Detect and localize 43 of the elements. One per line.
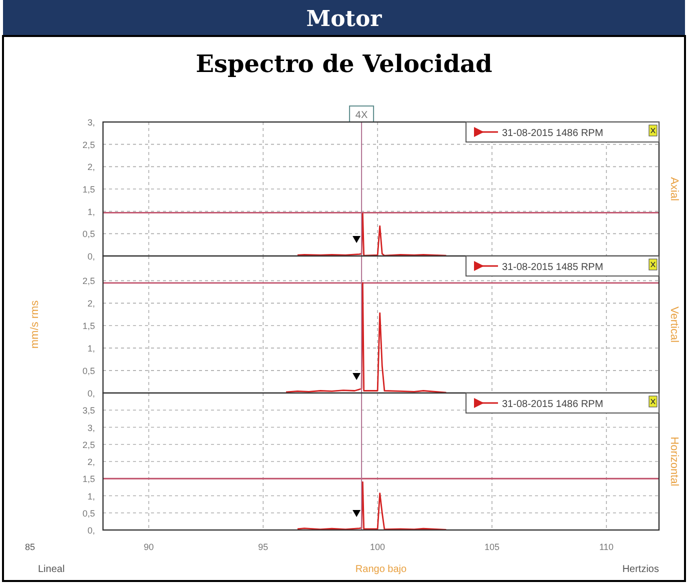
text: 85 [24, 542, 36, 552]
y-tick-label: 2,5 [82, 140, 95, 150]
y-tick-label: 3,5 [82, 406, 95, 416]
y-tick-label: 0, [87, 526, 95, 536]
line-series [285, 282, 447, 394]
y-tick-label: 0, [87, 388, 95, 398]
y-tick-label: 2, [87, 162, 95, 172]
x-axis-title: Rango bajo [355, 564, 408, 575]
y-tick-label: 3, [87, 422, 95, 433]
x-tick-label: 90 [144, 542, 154, 552]
x-tick-label: 95 [258, 542, 268, 552]
legend-label: 31-08-2015 1486 RPM [502, 128, 604, 139]
y-tick-label: 1, [87, 206, 95, 217]
y-tick-label: 1, [87, 344, 95, 354]
y-tick-label: 2,5 [82, 276, 95, 286]
y-tick-label: 0, [87, 252, 95, 262]
y-tick-label: 2, [87, 298, 95, 309]
x-tick-label: 110 [599, 542, 614, 552]
y-tick-label: 0,5 [82, 508, 95, 518]
y-tick-label: 0,5 [82, 366, 95, 376]
y2-axis-title: Vertical [668, 306, 680, 343]
y-tick-label: 2, [87, 457, 95, 467]
x-tick-label: 105 [484, 542, 500, 552]
line-series [296, 212, 447, 256]
ref-line-label: 4X [355, 110, 368, 121]
y-tick-label: 1,5 [82, 474, 95, 484]
text: Lineal [38, 564, 65, 575]
x-tick-label: 100 [370, 542, 386, 552]
line-series [296, 481, 447, 530]
y2-axis-title: Horizontal [668, 436, 680, 486]
y-tick-label: 2,5 [82, 440, 95, 450]
chart-title: Motor [306, 6, 382, 32]
y-tick-label: 1, [87, 491, 95, 502]
legend-label: 31-08-2015 1486 RPM [502, 399, 604, 410]
chart-subtitle: Espectro de Velocidad [196, 49, 493, 78]
y-axis-title: mm/s rms [29, 300, 41, 349]
y2-axis-title: Axial [668, 177, 680, 201]
y-tick-label: 0,5 [82, 229, 95, 240]
y-tick-label: 1,5 [82, 321, 95, 332]
y-tick-label: 1,5 [82, 184, 95, 194]
text: Hertzios [622, 564, 659, 575]
y-tick-label: 3, [87, 118, 95, 128]
legend-label: 31-08-2015 1485 RPM [502, 262, 604, 273]
